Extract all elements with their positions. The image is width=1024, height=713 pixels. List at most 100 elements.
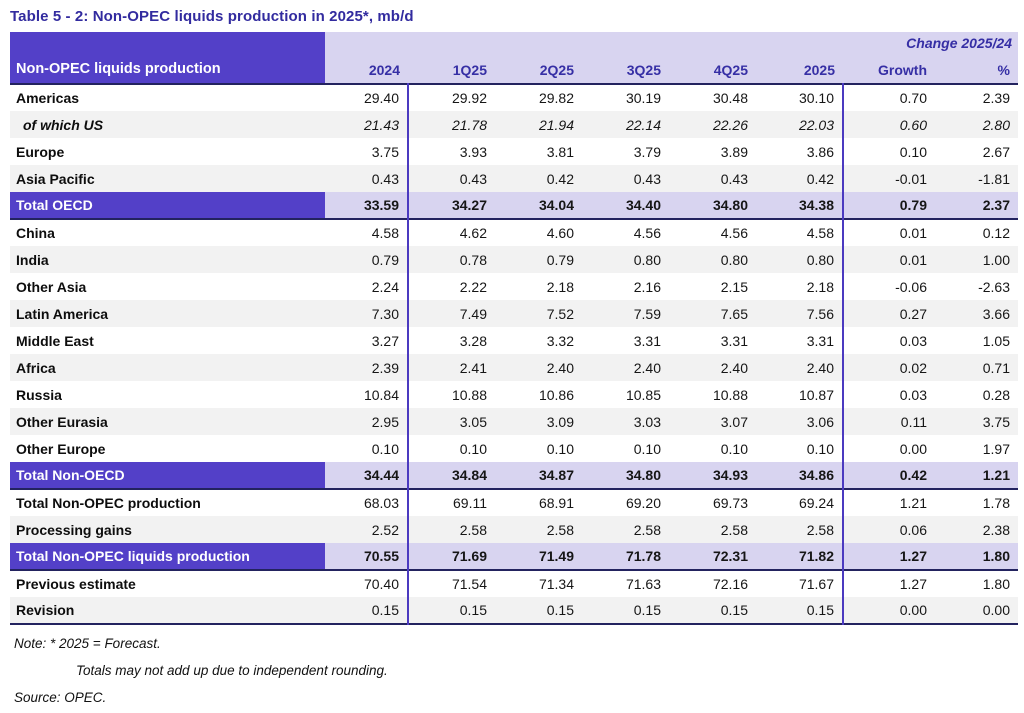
table-body: Americas 29.40 29.92 29.82 30.19 30.48 30.10 0.…: [10, 84, 1018, 624]
cell-value: 4.56: [669, 219, 756, 246]
cell-value: 2.38: [935, 516, 1018, 543]
table-row: Americas 29.40 29.92 29.82 30.19 30.48 30.10 0.…: [10, 84, 1018, 111]
cell-value: 34.80: [582, 462, 669, 489]
table-row: Other Europe 0.10 0.10 0.10 0.10 0.10 0.10 0.00…: [10, 435, 1018, 462]
cell-value: 2.40: [495, 354, 582, 381]
cell-value: 7.59: [582, 300, 669, 327]
cell-value: 0.42: [843, 462, 935, 489]
cell-value: 34.87: [495, 462, 582, 489]
table-row: Latin America 7.30 7.49 7.52 7.59 7.65 7.56 0.2…: [10, 300, 1018, 327]
cell-value: 71.67: [756, 570, 844, 597]
cell-value: 1.27: [843, 570, 935, 597]
cell-value: 1.05: [935, 327, 1018, 354]
cell-value: 0.02: [843, 354, 935, 381]
cell-value: 0.78: [408, 246, 495, 273]
table-header: Non-OPEC liquids production Change 2025/…: [10, 32, 1018, 84]
cell-value: 0.10: [843, 138, 935, 165]
cell-value: 10.85: [582, 381, 669, 408]
table-row: Middle East 3.27 3.28 3.32 3.31 3.31 3.31 0.03 1…: [10, 327, 1018, 354]
cell-value: 0.42: [756, 165, 844, 192]
cell-value: 10.88: [408, 381, 495, 408]
cell-value: 0.43: [325, 165, 409, 192]
cell-value: 34.44: [325, 462, 409, 489]
cell-value: 0.15: [582, 597, 669, 624]
cell-value: 0.79: [495, 246, 582, 273]
cell-value: 3.89: [669, 138, 756, 165]
column-header: Growth: [843, 56, 935, 84]
cell-value: 7.30: [325, 300, 409, 327]
table-row: India 0.79 0.78 0.79 0.80 0.80 0.80 0.01 1.00: [10, 246, 1018, 273]
cell-value: 2.58: [756, 516, 844, 543]
cell-value: 0.12: [935, 219, 1018, 246]
table-row: China 4.58 4.62 4.60 4.56 4.56 4.58 0.01 0.12: [10, 219, 1018, 246]
cell-value: 1.00: [935, 246, 1018, 273]
table-row: Processing gains 2.52 2.58 2.58 2.58 2.58 2.58…: [10, 516, 1018, 543]
cell-value: 34.86: [756, 462, 844, 489]
footnotes: Note: * 2025 = Forecast. Totals may not …: [14, 636, 1018, 705]
cell-value: 2.16: [582, 273, 669, 300]
table-row: Revision 0.15 0.15 0.15 0.15 0.15 0.15 0.00 0.00: [10, 597, 1018, 624]
row-label: Total OECD: [10, 192, 325, 219]
cell-value: 22.14: [582, 111, 669, 138]
cell-value: 33.59: [325, 192, 409, 219]
cell-value: 10.87: [756, 381, 844, 408]
cell-value: 1.21: [843, 489, 935, 516]
row-label: China: [10, 219, 325, 246]
row-label: Revision: [10, 597, 325, 624]
cell-value: 4.58: [325, 219, 409, 246]
cell-value: 7.56: [756, 300, 844, 327]
cell-value: 69.73: [669, 489, 756, 516]
cell-value: 72.16: [669, 570, 756, 597]
cell-value: 0.43: [582, 165, 669, 192]
table-row: Previous estimate 70.40 71.54 71.34 71.63 72.…: [10, 570, 1018, 597]
cell-value: 2.67: [935, 138, 1018, 165]
row-label: Processing gains: [10, 516, 325, 543]
change-header-row: Non-OPEC liquids production Change 2025/…: [10, 32, 1018, 84]
cell-value: 0.15: [325, 597, 409, 624]
cell-value: 4.58: [756, 219, 844, 246]
cell-value: 29.40: [325, 84, 409, 111]
cell-value: 10.88: [669, 381, 756, 408]
cell-value: 29.92: [408, 84, 495, 111]
cell-value: 71.82: [756, 543, 844, 570]
change-period-header: Change 2025/24: [843, 32, 1018, 56]
cell-value: 0.10: [495, 435, 582, 462]
cell-value: 69.24: [756, 489, 844, 516]
row-label: Previous estimate: [10, 570, 325, 597]
column-header-row: 2024 1Q25 2Q25 3Q25 4Q25 2025 Growth%: [10, 56, 1018, 84]
cell-value: 3.32: [495, 327, 582, 354]
cell-value: 4.56: [582, 219, 669, 246]
table-row: Asia Pacific 0.43 0.43 0.42 0.43 0.43 0.42 -0.0…: [10, 165, 1018, 192]
header-spacer: [325, 32, 843, 56]
cell-value: 1.27: [843, 543, 935, 570]
table-header-label: Non-OPEC liquids production: [10, 32, 325, 84]
cell-value: 69.11: [408, 489, 495, 516]
cell-value: 0.00: [843, 597, 935, 624]
cell-value: 70.55: [325, 543, 409, 570]
row-label: India: [10, 246, 325, 273]
cell-value: 0.80: [582, 246, 669, 273]
cell-value: 0.15: [756, 597, 844, 624]
cell-value: 0.42: [495, 165, 582, 192]
cell-value: 3.81: [495, 138, 582, 165]
cell-value: 34.38: [756, 192, 844, 219]
cell-value: 3.75: [325, 138, 409, 165]
cell-value: 68.91: [495, 489, 582, 516]
cell-value: 0.06: [843, 516, 935, 543]
cell-value: 0.80: [756, 246, 844, 273]
row-label: Total Non-OPEC production: [10, 489, 325, 516]
cell-value: 4.62: [408, 219, 495, 246]
cell-value: -2.63: [935, 273, 1018, 300]
cell-value: 0.00: [935, 597, 1018, 624]
cell-value: 2.39: [325, 354, 409, 381]
column-header: 3Q25: [582, 56, 669, 84]
row-label: Middle East: [10, 327, 325, 354]
cell-value: 2.52: [325, 516, 409, 543]
table-row: Total Non-OECD 34.44 34.84 34.87 34.80 34.93 3…: [10, 462, 1018, 489]
cell-value: 0.03: [843, 327, 935, 354]
cell-value: 0.71: [935, 354, 1018, 381]
table-row: of which US 21.43 21.78 21.94 22.14 22.26 22.0…: [10, 111, 1018, 138]
cell-value: 0.03: [843, 381, 935, 408]
cell-value: 1.97: [935, 435, 1018, 462]
table-row: Total Non-OPEC liquids production 70.55 71…: [10, 543, 1018, 570]
